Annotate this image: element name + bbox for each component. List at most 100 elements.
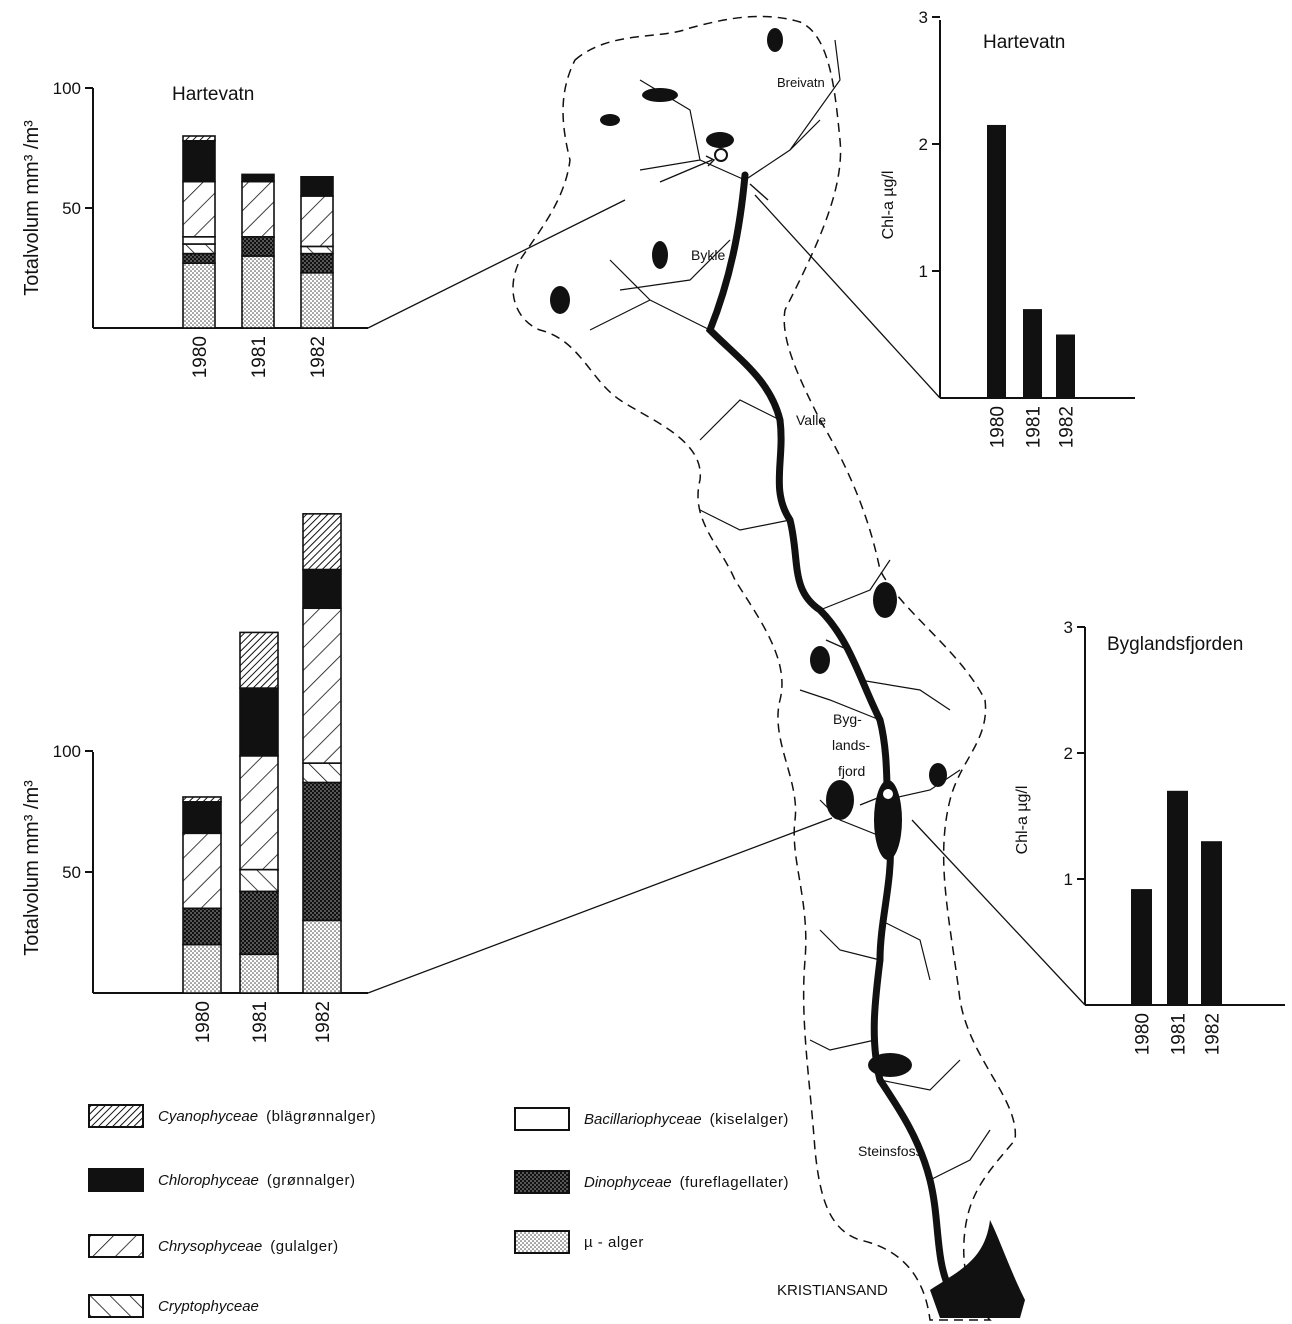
map-arrows	[659, 155, 901, 811]
bar-segment-chloro	[182, 801, 222, 835]
legend-item-crypto: Cryptophyceae	[88, 1294, 267, 1318]
legend-swatch	[88, 1104, 144, 1128]
legend-name: Dinophyceae	[584, 1173, 672, 1191]
x-tick-label: 1980	[193, 1001, 214, 1043]
hartevatn-volume-chart: 50 100 Hartevatn Totalvolum mm³ /m³ 1980 1981…	[21, 79, 368, 378]
bar	[1131, 889, 1152, 1005]
bar-segment-dino	[302, 781, 342, 922]
sample-sites	[714, 148, 895, 801]
bar-segment-chloro	[300, 176, 334, 197]
legend-swatch	[88, 1294, 144, 1318]
y-axis-label: Totalvolum mm³ /m³	[21, 780, 43, 956]
catchment-boundary	[512, 15, 1016, 1321]
bar-segment-dino	[239, 890, 279, 956]
x-tick-label: 1981	[249, 336, 270, 378]
legend-name: Cyanophyceae	[158, 1107, 259, 1125]
bar-segment-chloro	[302, 568, 342, 610]
legend-swatch	[514, 1107, 570, 1131]
place-bygl-3: fjord	[838, 763, 865, 779]
y-tick-label: 3	[1064, 618, 1073, 637]
x-tick-label: 1980	[190, 336, 211, 378]
legend-swatch	[514, 1170, 570, 1194]
place-kristiansand: KRISTIANSAND	[777, 1282, 888, 1299]
bar-segment-cyano	[182, 796, 222, 803]
legend-name: Chlorophyceae	[158, 1171, 259, 1189]
legend-item-dino: Dinophyceae (fureflagellater)	[514, 1170, 789, 1194]
bar-segment-crypto	[300, 245, 334, 255]
y-tick-label: 2	[1064, 744, 1073, 763]
bar-segment-chryso	[241, 180, 275, 238]
legend-name: Bacillariophyceae	[584, 1110, 702, 1128]
bar	[1056, 334, 1075, 398]
x-tick-label: 1981	[1024, 406, 1045, 448]
sample-site-byglandsfjorden	[881, 787, 895, 801]
tributaries	[589, 39, 991, 1181]
y-axis-label: Chl-a µg/l	[1014, 786, 1031, 855]
byglandsfjorden-chla-chart: 1 2 3 Byglandsfjorden Chl-a µg/l 1980 1981 1982	[1014, 618, 1285, 1055]
bar-segment-cyano	[239, 631, 279, 689]
bar-segment-mu	[182, 943, 222, 994]
legend-swatch	[88, 1234, 144, 1258]
legend-description: (grønnalger)	[266, 1171, 356, 1189]
bar-segment-dino	[241, 236, 275, 257]
y-tick-label: 3	[919, 8, 928, 27]
bar	[987, 124, 1006, 398]
legend-item-chloro: Chlorophyceae (grønnalger)	[88, 1168, 355, 1192]
byglandsfjorden-volume-chart: 50 100 Totalvolum mm³ /m³ 1980 1981 1982	[21, 513, 368, 1043]
y-tick-label: 50	[62, 199, 81, 218]
y-tick-label: 100	[53, 79, 81, 98]
place-breivatn: Breivatn	[777, 75, 825, 90]
y-tick-label: 2	[919, 135, 928, 154]
bar-segment-mu	[241, 255, 275, 329]
lakes	[550, 28, 1025, 1318]
x-tick-label: 1980	[1133, 1013, 1154, 1055]
bar-segment-mu	[300, 271, 334, 329]
bar-segment-chloro	[182, 140, 216, 183]
x-tick-label: 1982	[308, 336, 329, 378]
bar-segment-chloro	[241, 173, 275, 183]
x-tick-label: 1980	[988, 406, 1009, 448]
legend-name: Chrysophyceae	[158, 1237, 263, 1255]
bar	[1167, 790, 1188, 1005]
x-tick-label: 1982	[1203, 1013, 1224, 1055]
legend-item-mu: µ - alger	[514, 1230, 644, 1254]
bar-segment-mu	[302, 919, 342, 994]
legend-name: Cryptophyceae	[158, 1297, 259, 1315]
legend-description: µ - alger	[584, 1233, 644, 1251]
place-steinsfoss: Steinsfoss	[858, 1143, 923, 1159]
bar-segment-cyano	[182, 135, 216, 142]
bar-segment-dino	[182, 252, 216, 265]
y-tick-label: 1	[1064, 870, 1073, 889]
place-bygl-2: lands-	[832, 737, 870, 753]
bar-segment-chryso	[300, 195, 334, 248]
x-tick-label: 1981	[1169, 1013, 1190, 1055]
legend-item-cyano: Cyanophyceae (blägrønnalger)	[88, 1104, 376, 1128]
y-tick-label: 1	[919, 262, 928, 281]
x-tick-label: 1982	[313, 1001, 334, 1043]
legend-swatch	[88, 1168, 144, 1192]
legend-item-bacil: Bacillariophyceae (kiselalger)	[514, 1107, 789, 1131]
place-valle: Valle	[796, 412, 826, 428]
legend-description: (gulalger)	[270, 1237, 339, 1255]
connector-lines	[367, 194, 1086, 1006]
sample-site-hartevatn	[714, 148, 728, 162]
bar-segment-mu	[182, 262, 216, 329]
x-tick-label: 1982	[1057, 406, 1078, 448]
legend-swatch	[514, 1230, 570, 1254]
y-axis-label: Chl-a µg/l	[880, 171, 897, 240]
bar-segment-chryso	[302, 607, 342, 764]
place-bykle: Bykle	[691, 247, 725, 263]
bar-segment-chryso	[182, 180, 216, 238]
bar-segment-cyano	[302, 513, 342, 571]
y-tick-label: 50	[62, 863, 81, 882]
bar-segment-crypto	[239, 868, 279, 893]
bar-segment-crypto	[302, 762, 342, 784]
bar	[1201, 841, 1222, 1005]
bar	[1023, 309, 1042, 398]
place-bygl-1: Byg-	[833, 711, 862, 727]
bar-segment-dino	[182, 907, 222, 946]
hartevatn-chla-chart: 1 2 3 Hartevatn Chl-a µg/l 1980 1981 1982	[880, 8, 1135, 448]
legend-description: (fureflagellater)	[679, 1173, 789, 1191]
bar-segment-bacil	[182, 236, 216, 245]
